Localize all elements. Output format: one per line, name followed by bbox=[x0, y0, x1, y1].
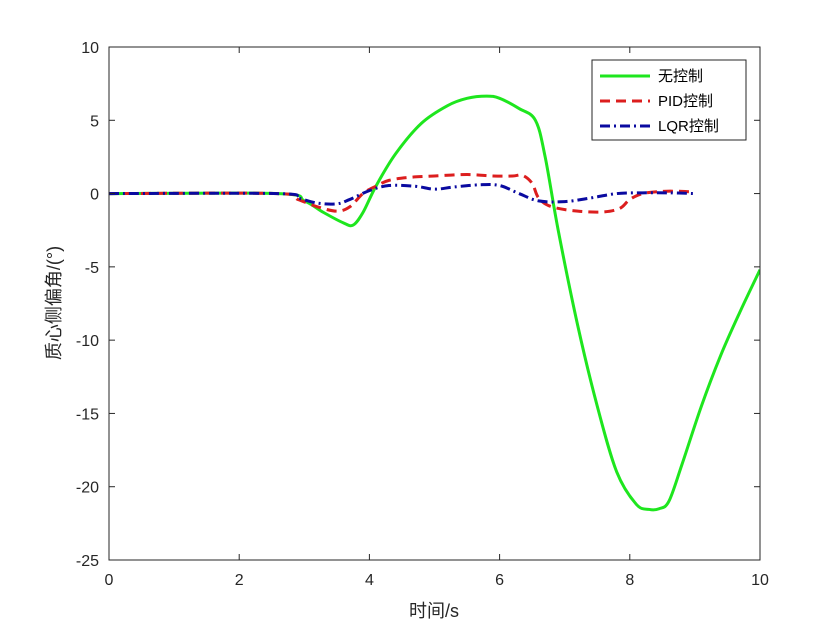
x-tick-label: 2 bbox=[235, 572, 244, 589]
legend-label-3: LQR控制 bbox=[658, 118, 719, 135]
y-tick-label: -20 bbox=[76, 480, 99, 497]
legend: 无控制 PID控制 LQR控制 bbox=[591, 59, 747, 141]
series-layer bbox=[109, 94, 760, 512]
series-line-1 bbox=[109, 94, 760, 512]
x-tick-label: 4 bbox=[365, 572, 374, 589]
x-axis-label: 时间/s bbox=[409, 601, 459, 621]
y-tick-label: -5 bbox=[85, 260, 99, 277]
x-tick-label: 6 bbox=[495, 572, 504, 589]
x-tick-label: 8 bbox=[625, 572, 634, 589]
y-tick-label: 0 bbox=[90, 187, 99, 204]
legend-label-2: PID控制 bbox=[658, 93, 713, 110]
series-line-2 bbox=[109, 173, 695, 214]
series-line-3 bbox=[109, 183, 695, 206]
y-tick-label: 5 bbox=[90, 113, 99, 130]
y-tick-label: -25 bbox=[76, 553, 99, 570]
axes-layer: 0 2 4 6 8 10 10 5 0 -5 -10 -15 -20 -25 bbox=[76, 40, 769, 589]
y-tick-label: 10 bbox=[81, 40, 99, 57]
y-tick-label: -10 bbox=[76, 333, 99, 350]
x-tick-label: 10 bbox=[751, 572, 769, 589]
legend-label-1: 无控制 bbox=[658, 68, 703, 85]
y-axis-label: 质心侧偏角/(°) bbox=[44, 246, 64, 360]
x-tick-label: 0 bbox=[105, 572, 114, 589]
y-tick-label: -15 bbox=[76, 406, 99, 423]
axes-frame bbox=[108, 46, 761, 561]
